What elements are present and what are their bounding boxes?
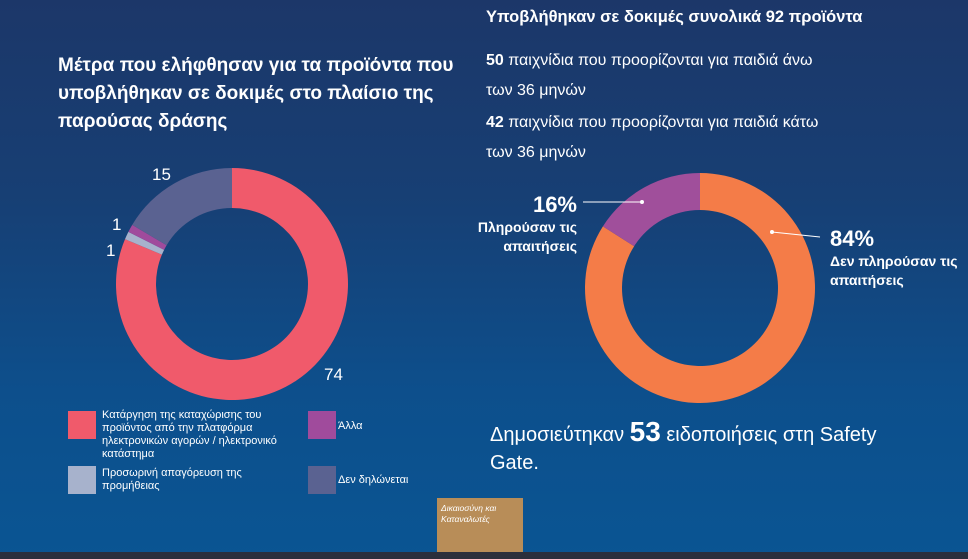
info-text-2: των 36 μηνών [486, 144, 586, 161]
label-1-ban: 1 [106, 241, 115, 260]
donut-slice-1 [125, 231, 165, 255]
legend-swatch-delisting [68, 411, 96, 439]
pct-notmet-callout: 84% Δεν πληρούσαν τις απαιτήσεις [830, 226, 964, 290]
label-74: 74 [324, 365, 343, 384]
legend-not-stated: Δεν δηλώνεται [338, 474, 409, 486]
left-donut [116, 168, 348, 400]
notice-post: ειδοποιήσεις στη Safety Gate. [490, 424, 877, 474]
info-over-36: 50 παιχνίδια που προορίζονται για παιδιά… [486, 46, 812, 106]
label-15: 15 [152, 165, 171, 184]
bottom-bar [0, 552, 968, 559]
count-under-36: 42 [486, 114, 504, 131]
donut-slice-2 [128, 224, 167, 250]
legend-swatch-not-stated [308, 466, 336, 494]
legend-delisting: Κατάργηση της καταχώρισης του προϊόντος … [102, 409, 277, 460]
pct-notmet: 84% [830, 226, 875, 251]
pct-met: 16% [532, 192, 577, 217]
pct-met-desc: Πληρούσαν τις απαιτήσεις [477, 219, 577, 254]
notice-pre: Δημοσιεύτηκαν [490, 424, 630, 446]
donut-slice-1 [602, 173, 700, 247]
legend-ban: Προσωρινή απαγόρευση της προμήθειας [102, 467, 242, 492]
info-text: παιχνίδια που προορίζονται για παιδιά κά… [503, 114, 819, 131]
donut-slice-0 [116, 168, 348, 400]
info-text: παιχνίδια που προορίζονται για παιδιά άν… [503, 52, 813, 69]
right-chart-title: Υποβλήθηκαν σε δοκιμές συνολικά 92 προϊό… [486, 8, 863, 26]
count-over-36: 50 [486, 52, 504, 69]
pct-notmet-desc: Δεν πληρούσαν τις απαιτήσεις [830, 253, 958, 288]
right-donut [585, 173, 815, 403]
notice-count: 53 [629, 416, 661, 447]
info-under-36: 42 παιχνίδια που προορίζονται για παιδιά… [486, 108, 818, 168]
safety-gate-notice: Δημοσιεύτηκαν 53 ειδοποιήσεις στη Safety… [490, 418, 910, 477]
donut-slice-0 [585, 173, 815, 403]
info-text-2: των 36 μηνών [486, 82, 586, 99]
left-chart-title: Μέτρα που ελήφθησαν για τα προϊόντα που … [58, 55, 454, 132]
label-1-other: 1 [112, 215, 121, 234]
legend-swatch-ban [68, 466, 96, 494]
donut-slice-3 [132, 168, 232, 246]
legend-swatch-other [308, 411, 336, 439]
footer-tag: Δικαιοσύνη και Καταναλωτές [437, 498, 523, 556]
pct-met-callout: 16% Πληρούσαν τις απαιτήσεις [440, 192, 577, 256]
legend-other: Άλλα [338, 420, 363, 432]
